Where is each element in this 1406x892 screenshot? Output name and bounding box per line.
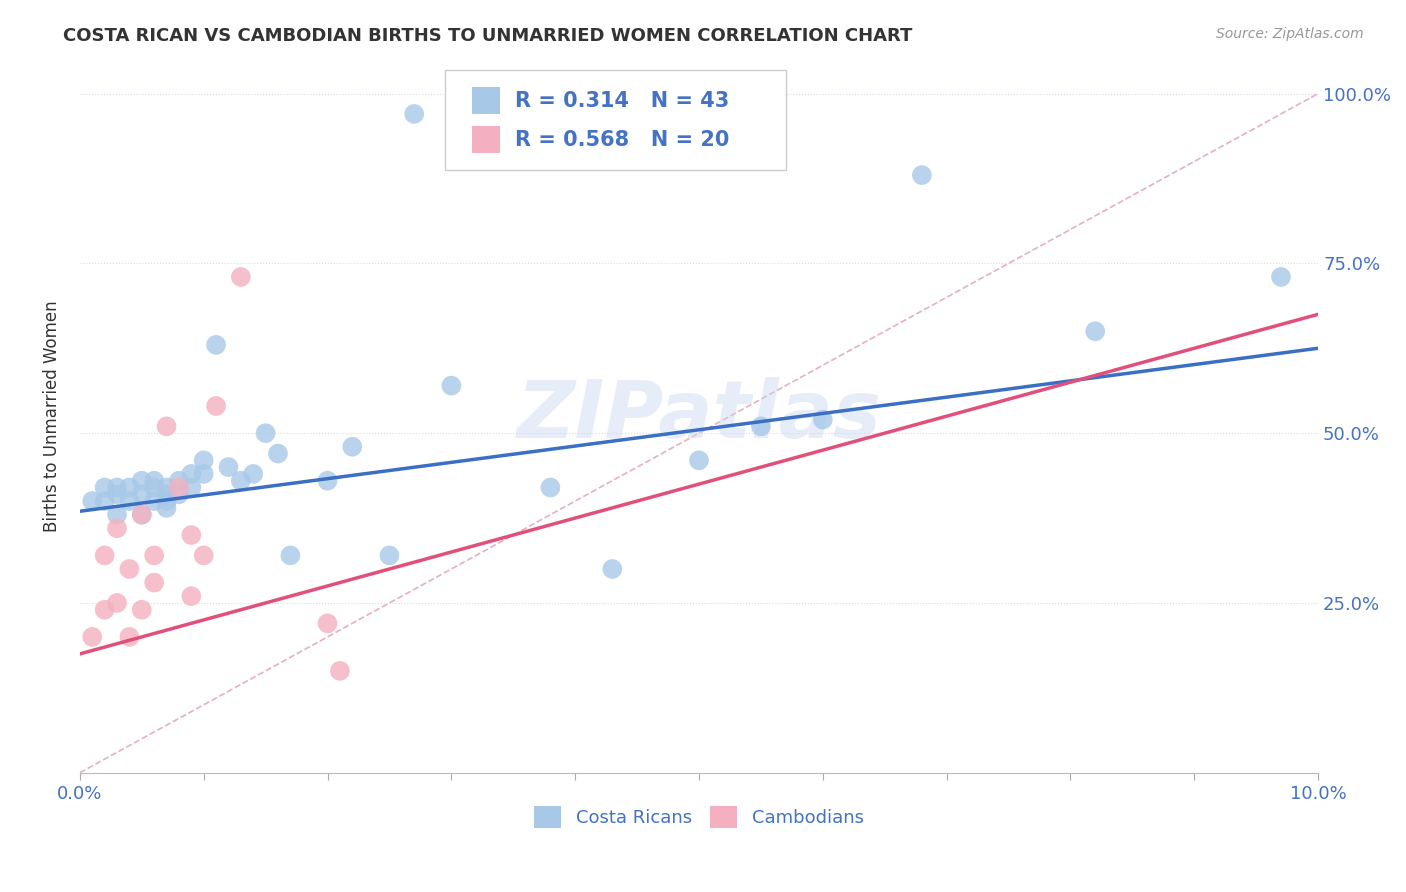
Point <box>105 596 128 610</box>
Point <box>316 474 339 488</box>
Point <box>105 487 128 501</box>
Point <box>131 603 153 617</box>
Point <box>105 481 128 495</box>
Point <box>143 549 166 563</box>
Point <box>749 419 772 434</box>
Text: COSTA RICAN VS CAMBODIAN BIRTHS TO UNMARRIED WOMEN CORRELATION CHART: COSTA RICAN VS CAMBODIAN BIRTHS TO UNMAR… <box>63 27 912 45</box>
Point <box>465 107 488 121</box>
Point <box>329 664 352 678</box>
Point <box>93 603 115 617</box>
Point <box>93 549 115 563</box>
Point <box>404 107 426 121</box>
Point <box>131 508 153 522</box>
Y-axis label: Births to Unmarried Women: Births to Unmarried Women <box>44 301 60 532</box>
Point <box>205 399 228 413</box>
Point <box>143 481 166 495</box>
Point <box>440 378 463 392</box>
Point <box>602 562 624 576</box>
Point <box>688 453 710 467</box>
Text: ZIPatlas: ZIPatlas <box>516 377 882 455</box>
Point <box>180 481 202 495</box>
Text: R = 0.314   N = 43: R = 0.314 N = 43 <box>515 90 728 111</box>
Point <box>118 562 141 576</box>
Point <box>155 481 177 495</box>
FancyBboxPatch shape <box>446 70 786 170</box>
Point <box>378 549 401 563</box>
Point <box>118 630 141 644</box>
Point <box>105 521 128 535</box>
Text: Source: ZipAtlas.com: Source: ZipAtlas.com <box>1216 27 1364 41</box>
Point <box>180 528 202 542</box>
Point <box>193 549 215 563</box>
Point <box>118 494 141 508</box>
Point <box>911 168 934 182</box>
Point <box>267 446 290 460</box>
Point <box>254 426 277 441</box>
Point <box>180 467 202 481</box>
Point <box>155 487 177 501</box>
Point <box>811 412 834 426</box>
Point <box>143 474 166 488</box>
Point <box>93 494 115 508</box>
Point <box>131 487 153 501</box>
Point <box>180 589 202 603</box>
Point <box>217 460 239 475</box>
Point <box>538 481 561 495</box>
Point <box>82 630 104 644</box>
Point <box>193 453 215 467</box>
Point <box>118 481 141 495</box>
FancyBboxPatch shape <box>472 127 499 153</box>
Point <box>93 481 115 495</box>
Point <box>167 481 190 495</box>
Point <box>342 440 364 454</box>
Point <box>131 508 153 522</box>
Point <box>155 500 177 515</box>
Text: R = 0.568   N = 20: R = 0.568 N = 20 <box>515 130 728 150</box>
Point <box>205 338 228 352</box>
FancyBboxPatch shape <box>472 87 499 114</box>
Point <box>229 269 252 284</box>
Point <box>1084 324 1107 338</box>
Point <box>143 575 166 590</box>
Point <box>105 508 128 522</box>
Point <box>167 474 190 488</box>
Legend: Costa Ricans, Cambodians: Costa Ricans, Cambodians <box>527 798 870 835</box>
Point <box>131 474 153 488</box>
Point <box>229 474 252 488</box>
Point <box>316 616 339 631</box>
Point <box>143 494 166 508</box>
Point <box>155 494 177 508</box>
Point <box>167 487 190 501</box>
Point <box>82 494 104 508</box>
Point <box>155 419 177 434</box>
Point <box>193 467 215 481</box>
Point <box>280 549 302 563</box>
Point <box>1270 269 1292 284</box>
Point <box>242 467 264 481</box>
